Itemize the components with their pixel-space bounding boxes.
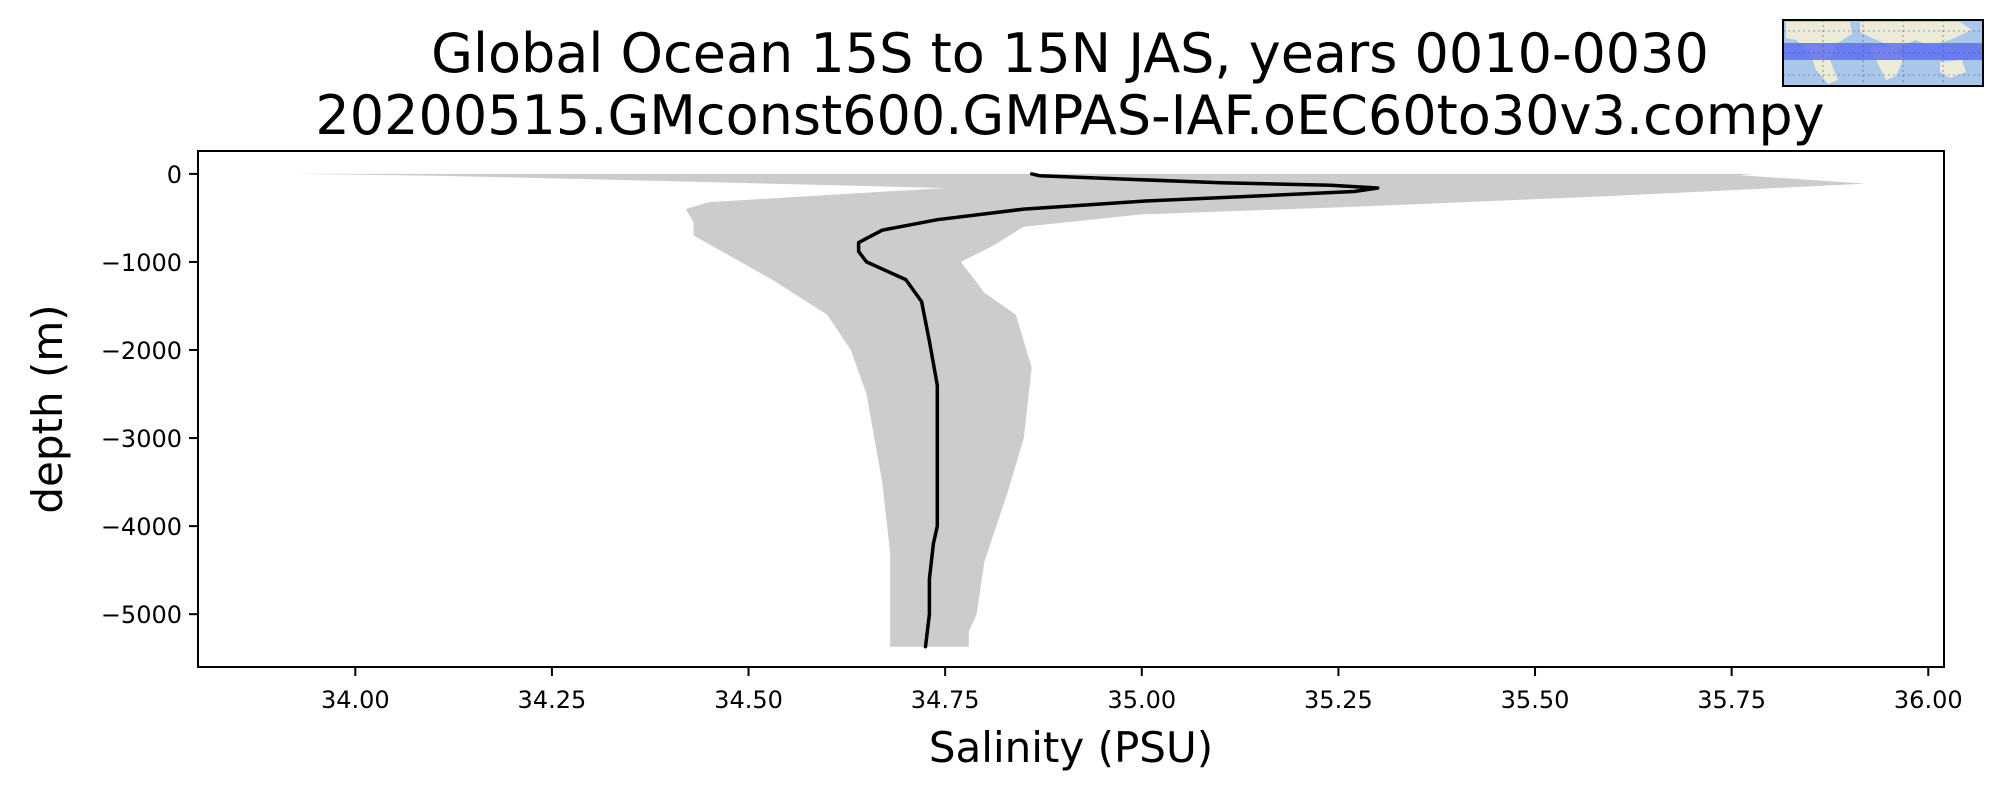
x-tick-label: 34.25 — [518, 686, 587, 714]
salinity-range-band — [292, 173, 1866, 647]
y-ticks: 0 −1000 −2000 −3000 −4000 −5000 — [101, 161, 198, 629]
chart-subtitle: 20200515.GMconst600.GMPAS-IAF.oEC60to30v… — [315, 84, 1825, 147]
x-axis-label: Salinity (PSU) — [929, 723, 1213, 772]
y-tick-label: −5000 — [101, 601, 182, 629]
x-tick-label: 35.25 — [1304, 686, 1373, 714]
x-tick-label: 34.00 — [321, 686, 390, 714]
chart-title: Global Ocean 15S to 15N JAS, years 0010-… — [431, 22, 1709, 85]
mean-line-layer — [856, 172, 1380, 649]
x-tick-label: 34.75 — [911, 686, 980, 714]
x-tick-label: 35.00 — [1107, 686, 1176, 714]
x-ticks: 34.00 34.25 34.50 34.75 35.00 35.25 35.50 35.75… — [321, 667, 1963, 714]
x-tick-label: 34.50 — [714, 686, 783, 714]
region-inset-map — [1782, 19, 1984, 87]
y-axis-label: depth (m) — [23, 304, 72, 513]
y-tick-label: −3000 — [101, 425, 182, 453]
plot-frame — [197, 150, 1945, 668]
y-tick-label: −2000 — [101, 337, 182, 365]
inset-frame — [1782, 19, 1984, 87]
x-tick-label: 35.75 — [1697, 686, 1766, 714]
mean-salinity-line — [856, 172, 1380, 649]
inset-grid — [1783, 20, 1983, 86]
x-tick-label: 35.50 — [1501, 686, 1570, 714]
y-tick-label: −1000 — [101, 249, 182, 277]
x-tick-label: 36.00 — [1894, 686, 1963, 714]
inset-landmass — [1940, 60, 1966, 78]
inset-region-band — [1783, 43, 1983, 60]
inset-landmass — [1860, 22, 1972, 48]
range-band-layer — [292, 173, 1866, 647]
y-tick-label: 0 — [167, 161, 182, 189]
y-tick-label: −4000 — [101, 513, 182, 541]
